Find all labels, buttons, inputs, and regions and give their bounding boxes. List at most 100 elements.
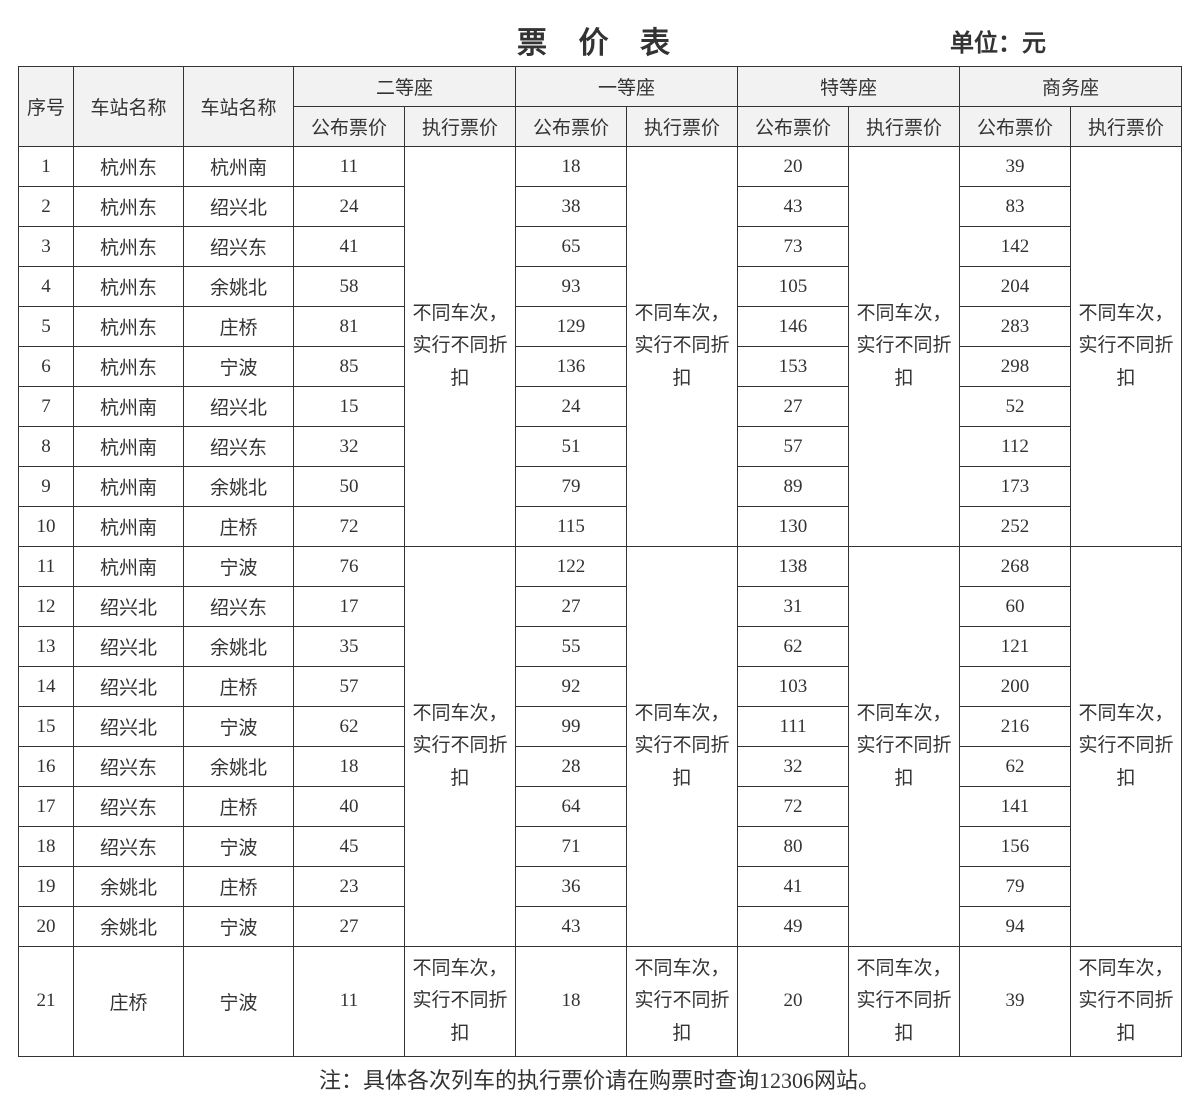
table-row: 18绍兴东宁波457180156 xyxy=(19,827,1182,867)
cell-from: 杭州东 xyxy=(74,347,184,387)
cell-to: 余姚北 xyxy=(184,267,294,307)
table-row: 1杭州东杭州南11不同车次，实行不同折扣18不同车次，实行不同折扣20不同车次，… xyxy=(19,147,1182,187)
cell-published: 41 xyxy=(738,867,849,907)
cell-published: 129 xyxy=(516,307,627,347)
cell-idx: 14 xyxy=(19,667,74,707)
cell-from: 杭州南 xyxy=(74,467,184,507)
cell-published: 79 xyxy=(960,867,1071,907)
sub-published: 公布票价 xyxy=(294,107,405,147)
col-idx: 序号 xyxy=(19,67,74,147)
table-head: 序号 车站名称 车站名称 二等座 一等座 特等座 商务座 公布票价 执行票价 公… xyxy=(19,67,1182,147)
col-to: 车站名称 xyxy=(184,67,294,147)
cell-to: 余姚北 xyxy=(184,467,294,507)
table-row: 17绍兴东庄桥406472141 xyxy=(19,787,1182,827)
cell-published: 216 xyxy=(960,707,1071,747)
table-row: 11杭州南宁波76不同车次，实行不同折扣122不同车次，实行不同折扣138不同车… xyxy=(19,547,1182,587)
cell-idx: 12 xyxy=(19,587,74,627)
cell-published: 115 xyxy=(516,507,627,547)
cell-idx: 4 xyxy=(19,267,74,307)
col-group-0: 二等座 xyxy=(294,67,516,107)
cell-published: 28 xyxy=(516,747,627,787)
cell-idx: 10 xyxy=(19,507,74,547)
title-bar: 票 价 表 单位：元 xyxy=(18,18,1181,60)
cell-idx: 21 xyxy=(19,947,74,1057)
cell-published: 23 xyxy=(294,867,405,907)
cell-actual-merged: 不同车次，实行不同折扣 xyxy=(627,947,738,1057)
cell-from: 杭州南 xyxy=(74,547,184,587)
cell-published: 27 xyxy=(516,587,627,627)
col-group-1: 一等座 xyxy=(516,67,738,107)
table-row: 14绍兴北庄桥5792103200 xyxy=(19,667,1182,707)
cell-published: 57 xyxy=(294,667,405,707)
cell-actual-merged: 不同车次，实行不同折扣 xyxy=(849,147,960,547)
cell-from: 绍兴东 xyxy=(74,747,184,787)
cell-idx: 2 xyxy=(19,187,74,227)
cell-actual-merged: 不同车次，实行不同折扣 xyxy=(405,147,516,547)
footnote: 注：具体各次列车的执行票价请在购票时查询12306网站。 xyxy=(18,1063,1181,1095)
fare-sheet: 票 价 表 单位：元 序号 车站名称 车站名称 二等座 一等座 特等座 商务座 … xyxy=(18,18,1181,1095)
cell-published: 58 xyxy=(294,267,405,307)
cell-published: 72 xyxy=(738,787,849,827)
sub-published: 公布票价 xyxy=(960,107,1071,147)
cell-published: 43 xyxy=(738,187,849,227)
cell-published: 111 xyxy=(738,707,849,747)
cell-published: 200 xyxy=(960,667,1071,707)
cell-published: 81 xyxy=(294,307,405,347)
cell-published: 283 xyxy=(960,307,1071,347)
cell-published: 94 xyxy=(960,907,1071,947)
table-row: 3杭州东绍兴东416573142 xyxy=(19,227,1182,267)
cell-from: 杭州东 xyxy=(74,147,184,187)
cell-published: 62 xyxy=(738,627,849,667)
cell-idx: 19 xyxy=(19,867,74,907)
cell-published: 27 xyxy=(294,907,405,947)
cell-idx: 20 xyxy=(19,907,74,947)
cell-idx: 3 xyxy=(19,227,74,267)
cell-published: 27 xyxy=(738,387,849,427)
cell-idx: 5 xyxy=(19,307,74,347)
cell-published: 35 xyxy=(294,627,405,667)
table-row: 12绍兴北绍兴东17273160 xyxy=(19,587,1182,627)
table-row: 15绍兴北宁波6299111216 xyxy=(19,707,1182,747)
cell-to: 庄桥 xyxy=(184,787,294,827)
cell-to: 宁波 xyxy=(184,347,294,387)
cell-idx: 18 xyxy=(19,827,74,867)
cell-published: 32 xyxy=(294,427,405,467)
cell-published: 51 xyxy=(516,427,627,467)
cell-published: 73 xyxy=(738,227,849,267)
cell-published: 142 xyxy=(960,227,1071,267)
cell-published: 103 xyxy=(738,667,849,707)
cell-published: 60 xyxy=(960,587,1071,627)
cell-published: 83 xyxy=(960,187,1071,227)
cell-published: 15 xyxy=(294,387,405,427)
table-row: 10杭州南庄桥72115130252 xyxy=(19,507,1182,547)
cell-from: 绍兴北 xyxy=(74,587,184,627)
cell-published: 204 xyxy=(960,267,1071,307)
cell-from: 绍兴北 xyxy=(74,627,184,667)
cell-published: 18 xyxy=(516,947,627,1057)
cell-to: 宁波 xyxy=(184,547,294,587)
cell-actual-merged: 不同车次，实行不同折扣 xyxy=(627,147,738,547)
cell-idx: 17 xyxy=(19,787,74,827)
sub-published: 公布票价 xyxy=(738,107,849,147)
cell-idx: 9 xyxy=(19,467,74,507)
cell-published: 72 xyxy=(294,507,405,547)
cell-published: 57 xyxy=(738,427,849,467)
sub-actual: 执行票价 xyxy=(627,107,738,147)
cell-published: 71 xyxy=(516,827,627,867)
cell-published: 50 xyxy=(294,467,405,507)
cell-published: 76 xyxy=(294,547,405,587)
cell-published: 39 xyxy=(960,147,1071,187)
cell-published: 11 xyxy=(294,147,405,187)
cell-from: 余姚北 xyxy=(74,907,184,947)
cell-idx: 15 xyxy=(19,707,74,747)
cell-from: 杭州南 xyxy=(74,507,184,547)
cell-from: 杭州东 xyxy=(74,187,184,227)
table-row: 4杭州东余姚北5893105204 xyxy=(19,267,1182,307)
cell-to: 宁波 xyxy=(184,827,294,867)
cell-published: 112 xyxy=(960,427,1071,467)
table-row: 5杭州东庄桥81129146283 xyxy=(19,307,1182,347)
cell-published: 252 xyxy=(960,507,1071,547)
cell-to: 庄桥 xyxy=(184,307,294,347)
cell-from: 绍兴北 xyxy=(74,707,184,747)
cell-to: 绍兴东 xyxy=(184,227,294,267)
